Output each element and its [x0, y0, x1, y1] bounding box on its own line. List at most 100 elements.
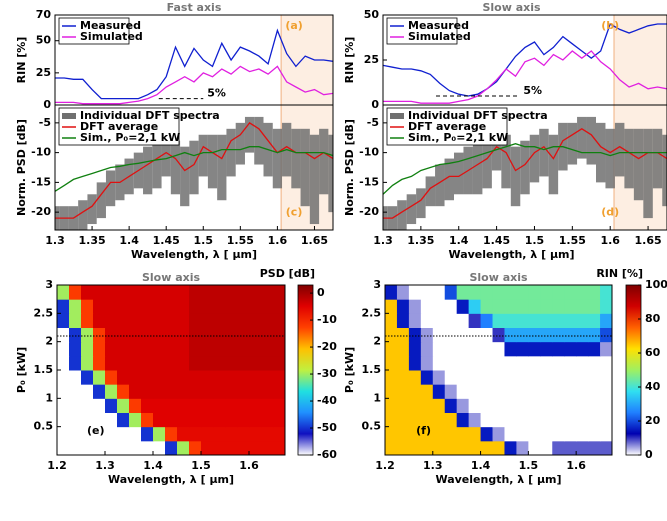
spectra-band — [217, 134, 227, 201]
heatmap-cell — [93, 440, 106, 455]
heatmap-cell — [420, 426, 434, 442]
heatmap-cell — [225, 412, 238, 428]
heatmap-cell — [444, 313, 458, 328]
y-tick-label: 1 — [45, 391, 53, 404]
heatmap-cell — [129, 384, 142, 399]
legend-label: Measured — [408, 19, 469, 32]
heatmap-cell — [57, 355, 70, 371]
heatmap-cell — [480, 327, 494, 343]
x-tick-label: 1.6 — [600, 234, 620, 247]
heatmap-cell — [213, 440, 226, 455]
heatmap-cell — [93, 285, 106, 300]
heatmap-cell — [141, 426, 154, 442]
heatmap-cell — [444, 327, 458, 343]
heatmap-cell — [165, 426, 178, 442]
heatmap-cell — [504, 426, 517, 442]
y-tick-label: -15 — [31, 175, 51, 188]
heatmap-cell — [564, 313, 577, 328]
heatmap-cell — [129, 440, 142, 455]
heatmap-cell — [588, 384, 601, 399]
heatmap-cell — [528, 440, 541, 455]
heatmap-cell — [540, 341, 553, 357]
y-tick-label: 2.5 — [34, 306, 54, 319]
heatmap-cell — [385, 384, 398, 399]
heatmap-cell — [141, 313, 154, 328]
heatmap-cell — [516, 426, 529, 442]
y-tick-label: 0 — [43, 98, 51, 111]
heatmap-cell — [385, 412, 398, 428]
heatmap-cell — [432, 355, 446, 371]
heatmap-cell — [492, 327, 505, 343]
spectra-band — [328, 134, 333, 213]
spectra-band — [586, 116, 596, 165]
heatmap-cell — [177, 370, 190, 385]
heatmap-cell — [237, 440, 250, 455]
heatmap-cell — [201, 355, 214, 371]
spectra-band — [226, 128, 236, 177]
heatmap-cell — [153, 426, 166, 442]
spectra-band — [105, 170, 116, 207]
heatmap-cell — [105, 426, 118, 442]
heatmap-cell — [273, 398, 285, 413]
y-axis-label: RIN [%] — [343, 37, 356, 84]
heatmap-cell — [492, 355, 505, 371]
heatmap-cell — [588, 285, 601, 300]
heatmap-cell — [408, 412, 422, 428]
heatmap-cell — [153, 327, 166, 343]
heatmap-cell — [69, 370, 82, 385]
spectra-band — [548, 134, 559, 195]
heatmap-cell — [165, 370, 178, 385]
heatmap-cell — [261, 327, 274, 343]
colorbar-label: PSD [dB] — [260, 267, 315, 280]
x-axis-label: Wavelength, λ [ μm] — [448, 248, 574, 261]
heatmap-cell — [261, 370, 274, 385]
heatmap-cell — [432, 412, 446, 428]
heatmap-cell — [105, 384, 118, 399]
heatmap-cell — [249, 412, 262, 428]
colorbar — [625, 284, 642, 456]
heatmap-cell — [201, 398, 214, 413]
x-tick-label: 1.6 — [566, 459, 586, 472]
heatmap-cell — [396, 313, 410, 328]
heatmap-cell — [165, 412, 178, 428]
spectra-band — [170, 140, 181, 195]
heatmap-cell — [600, 285, 612, 300]
heatmap-cell — [165, 285, 178, 300]
heatmap-cell — [552, 355, 565, 371]
spectra-band — [161, 134, 171, 177]
heatmap-cell — [516, 412, 529, 428]
heatmap-cell — [516, 341, 529, 357]
heatmap-cell — [261, 285, 274, 300]
heatmap-cell — [576, 384, 589, 399]
heatmap-cell — [408, 355, 422, 371]
x-tick-label: 1.4 — [143, 459, 163, 472]
heatmap-cell — [105, 313, 118, 328]
heatmap-cell — [105, 355, 118, 371]
heatmap-cell — [504, 313, 517, 328]
heatmap-cell — [480, 412, 494, 428]
heatmap-cell — [81, 327, 94, 343]
heatmap-cell — [468, 355, 482, 371]
heatmap-cell — [177, 426, 190, 442]
heatmap-cell — [528, 341, 541, 357]
x-tick-label: 1.4 — [471, 459, 491, 472]
heatmap-cell — [456, 370, 470, 385]
x-tick-label: 1.4 — [449, 234, 469, 247]
heatmap-cell — [273, 355, 285, 371]
heatmap-cell — [189, 327, 202, 343]
heatmap-cell — [588, 412, 601, 428]
heatmap-cell — [117, 384, 130, 399]
x-tick-label: 1.3 — [95, 459, 115, 472]
plot-area — [55, 15, 333, 105]
legend-label: Simulated — [80, 30, 143, 43]
heatmap-cell — [456, 313, 470, 328]
heatmap-cell — [540, 355, 553, 371]
heatmap-cell — [237, 355, 250, 371]
legend-label: Measured — [80, 19, 141, 32]
heatmap-cell — [456, 440, 470, 455]
heatmap-cell — [201, 341, 214, 357]
heatmap-cell — [261, 384, 274, 399]
y-tick-label: 0.5 — [34, 420, 54, 433]
heatmap-cell — [552, 327, 565, 343]
heatmap-cell — [93, 299, 106, 314]
